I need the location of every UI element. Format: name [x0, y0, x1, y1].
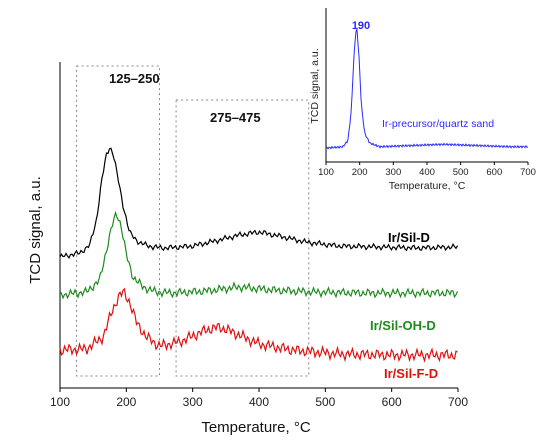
inset-series-line: [325, 29, 529, 150]
main-x-ticks: 100 200 300 400 500 600 700: [50, 388, 468, 409]
region-box-275-475: [175, 99, 310, 377]
inset-x-tick-label: 200: [352, 167, 368, 178]
inset-y-axis-title: TCD signal, a.u.: [309, 48, 321, 123]
main-y-axis-title: TCD signal, a.u.: [27, 176, 44, 284]
inset-x-tick-label: 600: [486, 167, 502, 178]
main-x-tick-label: 600: [382, 395, 402, 409]
series-line-ir-sil-d: [59, 147, 459, 260]
main-x-tick-label: 100: [50, 395, 70, 409]
inset-x-axis-title: Temperature, °C: [389, 180, 466, 192]
inset-peak-label: 190: [352, 20, 370, 32]
inset-x-tick-label: 100: [318, 167, 334, 178]
inset-x-tick-label: 500: [453, 167, 469, 178]
inset-series-annotation: Ir-precursor/quartz sand: [382, 118, 494, 130]
main-x-tick-label: 400: [249, 395, 269, 409]
region-label-125-250: 125–250: [109, 71, 160, 86]
series-label-ir-sil-f-d: Ir/Sil-F-D: [384, 366, 438, 381]
inset-x-tick-label: 700: [520, 167, 536, 178]
inset-x-tick-label: 400: [419, 167, 435, 178]
inset-chart: 100 200 300 400 500 600 700 190 Ir-precursor/q…: [309, 8, 536, 192]
series-label-ir-sil-oh-d: Ir/Sil-OH-D: [370, 318, 436, 333]
series-line-ir-sil-oh-d: [59, 210, 459, 300]
main-x-tick-label: 200: [116, 395, 136, 409]
main-x-axis-title: Temperature, °C: [201, 419, 311, 436]
main-series-group: [59, 147, 459, 363]
region-box-125-250: [76, 65, 160, 377]
main-x-tick-label: 700: [448, 395, 468, 409]
inset-x-tick-label: 300: [385, 167, 401, 178]
series-label-ir-sil-d: Ir/Sil-D: [388, 230, 430, 245]
main-x-tick-label: 300: [183, 395, 203, 409]
main-x-tick-label: 500: [315, 395, 335, 409]
series-line-ir-sil-f-d: [59, 287, 458, 363]
inset-series-group: [325, 29, 529, 150]
region-label-275-475: 275–475: [210, 110, 261, 125]
inset-x-ticks: 100 200 300 400 500 600 700: [318, 162, 536, 178]
inset-background: [326, 8, 528, 162]
main-axes: 100 200 300 400 500 600 700: [50, 62, 468, 409]
